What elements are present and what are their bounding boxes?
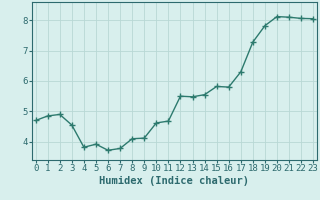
X-axis label: Humidex (Indice chaleur): Humidex (Indice chaleur) xyxy=(100,176,249,186)
